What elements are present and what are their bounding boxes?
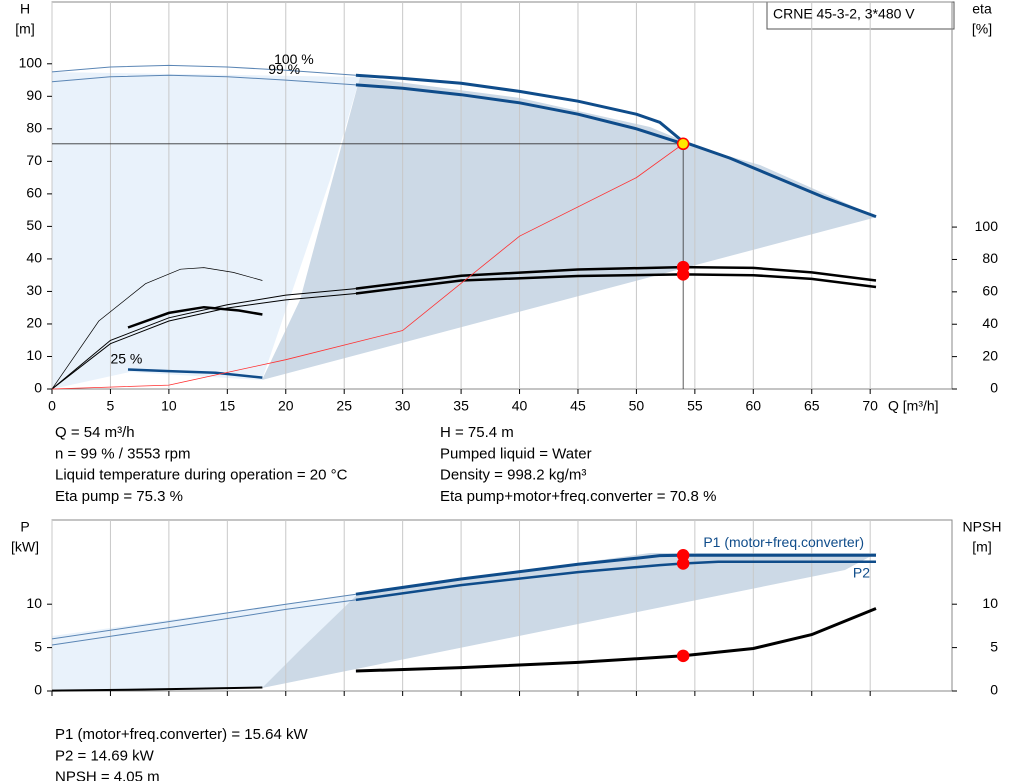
x-tick-label: 45 [570,398,586,414]
x-tick-label: 15 [220,398,236,414]
y2-tick-label: 100 [975,218,999,234]
curve [51,288,356,390]
info-line: n = 99 % / 3553 rpm [55,445,191,462]
curve [355,560,876,602]
info-line: NPSH = 4.05 m [55,769,160,781]
info-line: Liquid temperature during operation = 20… [55,467,348,484]
y-tick-label: 5 [34,638,42,654]
x-tick-label: 30 [395,398,411,414]
title-box [766,1,955,30]
y2-tick-label: 5 [990,638,998,654]
y-axis-label: H [20,1,30,17]
x-tick-label: 25 [336,398,352,414]
operating-area [262,77,877,380]
x-tick-label: 40 [512,398,528,414]
x-axis-label: Q [m³/h] [888,398,939,414]
info-line: Eta pump+motor+freq.converter = 70.8 % [440,488,716,505]
y2-tick-label: 10 [982,595,998,611]
y2-tick-label: 60 [982,283,998,299]
y-tick-label: 0 [34,380,42,396]
curve [51,143,684,390]
x-tick-label: 70 [862,398,878,414]
y2-tick-label: 80 [982,250,998,266]
y-tick-label: 40 [26,250,42,266]
curve [355,553,876,596]
y2-axis-unit: [m] [972,539,991,555]
curve-label: 25 % [110,350,142,366]
x-tick-label: 35 [453,398,469,414]
curve [127,368,263,379]
operating-point [676,268,690,281]
curve-label: 99 % [268,61,300,77]
x-tick-label: 5 [107,398,115,414]
y2-tick-label: 20 [982,347,998,363]
curve [51,267,263,390]
x-tick-label: 50 [629,398,645,414]
y2-tick-label: 0 [990,380,998,396]
y-tick-label: 70 [26,152,42,168]
chart-title: CRNE 45-3-2, 3*480 V [773,6,915,22]
y2-axis-label: NPSH [963,519,1002,535]
info-line: Q = 54 m³/h [55,424,135,441]
x-tick-label: 60 [746,398,762,414]
operating-point [676,137,690,151]
y-tick-label: 50 [26,217,42,233]
curve [51,593,356,640]
info-line: P2 = 14.69 kW [55,747,155,764]
y-tick-label: 10 [26,347,42,363]
curve [51,686,263,692]
y2-tick-label: 0 [990,682,998,698]
info-line: H = 75.4 m [440,424,514,441]
curve-label: 100 % [274,51,314,67]
curve [51,293,356,390]
info-line: Pumped liquid = Water [440,445,592,462]
y-tick-label: 90 [26,87,42,103]
x-tick-label: 20 [278,398,294,414]
y2-axis-label: eta [972,1,992,17]
y-axis-unit: [m] [15,21,34,37]
y-tick-label: 0 [34,682,42,698]
curve [51,74,356,86]
x-tick-label: 0 [48,398,56,414]
y-tick-label: 100 [19,54,43,70]
y-tick-label: 20 [26,315,42,331]
series-label: P1 (motor+freq.converter) [703,534,864,550]
info-line: Density = 998.2 kg/m³ [440,467,586,484]
curve [51,64,356,76]
curve [355,73,877,219]
x-tick-label: 65 [804,398,820,414]
operating-point [676,557,690,570]
info-line: P1 (motor+freq.converter) = 15.64 kW [55,726,308,743]
y-tick-label: 30 [26,282,42,298]
operating-point [676,649,690,663]
series-label: P2 [853,564,870,580]
info-line: Eta pump = 75.3 % [55,488,183,505]
light-area [52,594,358,691]
y2-tick-label: 40 [982,315,998,331]
y2-axis-unit: [%] [972,21,992,37]
light-area [52,72,360,389]
y-tick-label: 60 [26,185,42,201]
curve [355,83,684,146]
y-axis-label: P [20,519,29,535]
y-tick-label: 80 [26,120,42,136]
y-tick-label: 10 [26,595,42,611]
y-axis-unit: [kW] [11,539,39,555]
curve [127,305,263,329]
curve [51,599,356,646]
x-tick-label: 10 [161,398,177,414]
x-tick-label: 55 [687,398,703,414]
